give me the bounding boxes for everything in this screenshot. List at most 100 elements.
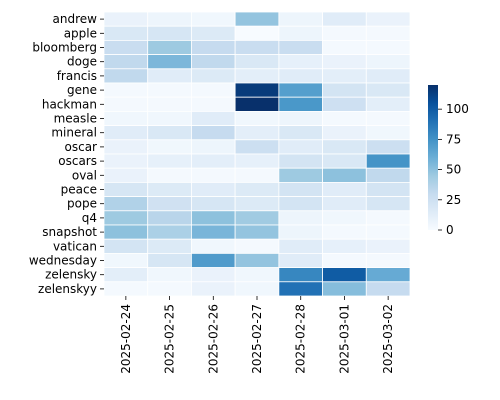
heatmap-cell-apple-2025-02-28 — [278, 25, 323, 41]
heatmap-cell-pope-2025-02-24 — [103, 196, 149, 212]
heatmap-cell-measle-2025-03-02 — [365, 111, 411, 127]
heatmap-cell-measle-2025-02-27 — [234, 111, 280, 127]
y-tick-label-bloomberg: bloomberg — [32, 41, 97, 55]
heatmap-cell-zelensky-2025-02-27 — [234, 267, 280, 283]
heatmap-cell-doge-2025-02-26 — [191, 54, 236, 70]
heatmap-cell-snapshot-2025-03-01 — [322, 224, 367, 240]
heatmap-cell-francis-2025-02-28 — [278, 68, 323, 84]
heatmap-cell-peace-2025-02-28 — [278, 181, 323, 197]
y-tick-label-pope: pope — [67, 197, 97, 211]
x-tick-label-2025-02-28: 2025-02-28 — [294, 304, 308, 374]
heatmap-cell-oscar-2025-02-28 — [278, 139, 323, 155]
heatmap-cell-mineral-2025-03-02 — [365, 125, 411, 141]
heatmap-cell-zelenskyy-2025-02-24 — [103, 281, 149, 297]
heatmap-cell-mineral-2025-02-25 — [147, 125, 192, 141]
y-tick-label-apple: apple — [64, 26, 97, 40]
heatmap-cell-oval-2025-02-28 — [278, 167, 323, 183]
heatmap-cell-hackman-2025-02-28 — [278, 96, 323, 112]
y-tick-label-wednesday: wednesday — [29, 254, 97, 268]
heatmap-cell-q4-2025-02-28 — [278, 210, 323, 226]
heatmap-cell-snapshot-2025-02-24 — [103, 224, 149, 240]
x-tick-label-2025-02-26: 2025-02-26 — [206, 304, 220, 374]
heatmap-cell-gene-2025-02-24 — [103, 82, 149, 98]
heatmap-cell-q4-2025-03-01 — [322, 210, 367, 226]
y-tick-label-doge: doge — [67, 55, 97, 69]
heatmap-cell-q4-2025-02-27 — [234, 210, 280, 226]
heatmap-cell-oval-2025-02-27 — [234, 167, 280, 183]
heatmap-cell-francis-2025-02-27 — [234, 68, 280, 84]
y-tick-label-mineral: mineral — [51, 126, 97, 140]
heatmap-cell-francis-2025-03-01 — [322, 68, 367, 84]
heatmap-cell-oval-2025-02-24 — [103, 167, 149, 183]
heatmap-cell-apple-2025-03-02 — [365, 25, 411, 41]
heatmap-cell-zelensky-2025-02-25 — [147, 267, 192, 283]
heatmap-cell-francis-2025-02-25 — [147, 68, 192, 84]
heatmap-cell-gene-2025-02-26 — [191, 82, 236, 98]
y-tick-label-q4: q4 — [82, 211, 97, 225]
heatmap-cell-oscar-2025-02-24 — [103, 139, 149, 155]
colorbar-tick-label-75: 75 — [446, 132, 461, 146]
heatmap-cell-apple-2025-02-24 — [103, 25, 149, 41]
heatmap-cell-pope-2025-02-26 — [191, 196, 236, 212]
heatmap-cell-peace-2025-02-24 — [103, 181, 149, 197]
heatmap-cell-hackman-2025-02-27 — [234, 96, 280, 112]
y-tick-label-gene: gene — [67, 83, 97, 97]
heatmap-cell-oscar-2025-03-02 — [365, 139, 411, 155]
y-tick-label-hackman: hackman — [42, 97, 97, 111]
heatmap-cell-andrew-2025-02-26 — [191, 11, 236, 27]
heatmap-cell-peace-2025-02-25 — [147, 181, 192, 197]
heatmap-cell-oval-2025-02-25 — [147, 167, 192, 183]
heatmap-cell-vatican-2025-02-27 — [234, 238, 280, 254]
heatmap-cell-vatican-2025-02-25 — [147, 238, 192, 254]
heatmap-cell-vatican-2025-03-01 — [322, 238, 367, 254]
heatmap-cell-oscars-2025-02-27 — [234, 153, 280, 169]
heatmap-cell-gene-2025-02-27 — [234, 82, 280, 98]
heatmap-cell-peace-2025-02-26 — [191, 181, 236, 197]
heatmap-cell-zelensky-2025-03-01 — [322, 267, 367, 283]
x-tick-label-2025-03-01: 2025-03-01 — [337, 304, 351, 374]
heatmap-cell-wednesday-2025-03-02 — [365, 252, 411, 268]
heatmap-cell-peace-2025-03-02 — [365, 181, 411, 197]
colorbar-gradient — [428, 85, 438, 230]
heatmap-cell-zelensky-2025-02-24 — [103, 267, 149, 283]
heatmap-cell-doge-2025-03-01 — [322, 54, 367, 70]
heatmap-cell-hackman-2025-02-25 — [147, 96, 192, 112]
heatmap-cell-pope-2025-02-27 — [234, 196, 280, 212]
heatmap-cell-pope-2025-02-28 — [278, 196, 323, 212]
heatmap-cell-oscars-2025-02-24 — [103, 153, 149, 169]
x-tick-label-2025-03-02: 2025-03-02 — [381, 304, 395, 374]
heatmap-cell-zelenskyy-2025-02-28 — [278, 281, 323, 297]
y-tick-label-oval: oval — [72, 168, 97, 182]
heatmap-cell-wednesday-2025-02-25 — [147, 252, 192, 268]
heatmap-cell-oval-2025-03-02 — [365, 167, 411, 183]
heatmap-cell-measle-2025-03-01 — [322, 111, 367, 127]
heatmap-cell-gene-2025-03-02 — [365, 82, 411, 98]
colorbar-tick-label-100: 100 — [446, 102, 469, 116]
heatmap-cell-wednesday-2025-02-24 — [103, 252, 149, 268]
colorbar-tick-label-50: 50 — [446, 163, 461, 177]
heatmap-cell-oscar-2025-02-25 — [147, 139, 192, 155]
y-tick-label-andrew: andrew — [53, 12, 98, 26]
heatmap-cell-q4-2025-02-25 — [147, 210, 192, 226]
heatmap-cell-wednesday-2025-02-27 — [234, 252, 280, 268]
heatmap-cell-wednesday-2025-03-01 — [322, 252, 367, 268]
heatmap-cell-vatican-2025-02-26 — [191, 238, 236, 254]
heatmap-cell-zelenskyy-2025-02-25 — [147, 281, 192, 297]
heatmap-cell-oscars-2025-03-01 — [322, 153, 367, 169]
heatmap-cell-zelenskyy-2025-03-02 — [365, 281, 411, 297]
heatmap-cell-oval-2025-02-26 — [191, 167, 236, 183]
heatmap-cell-mineral-2025-02-26 — [191, 125, 236, 141]
heatmap-cell-peace-2025-03-01 — [322, 181, 367, 197]
heatmap-cell-andrew-2025-02-25 — [147, 11, 192, 27]
heatmap-cell-bloomberg-2025-02-25 — [147, 40, 192, 56]
heatmap-cell-zelenskyy-2025-03-01 — [322, 281, 367, 297]
y-tick-label-oscar: oscar — [65, 140, 98, 154]
y-tick-label-vatican: vatican — [53, 239, 97, 253]
heatmap-cell-bloomberg-2025-02-28 — [278, 40, 323, 56]
heatmap-cell-q4-2025-02-26 — [191, 210, 236, 226]
heatmap-cell-oscars-2025-03-02 — [365, 153, 411, 169]
heatmap-cell-oscar-2025-02-26 — [191, 139, 236, 155]
heatmap-cell-mineral-2025-02-28 — [278, 125, 323, 141]
heatmap-cell-oscars-2025-02-26 — [191, 153, 236, 169]
heatmap-cell-zelensky-2025-02-28 — [278, 267, 323, 283]
